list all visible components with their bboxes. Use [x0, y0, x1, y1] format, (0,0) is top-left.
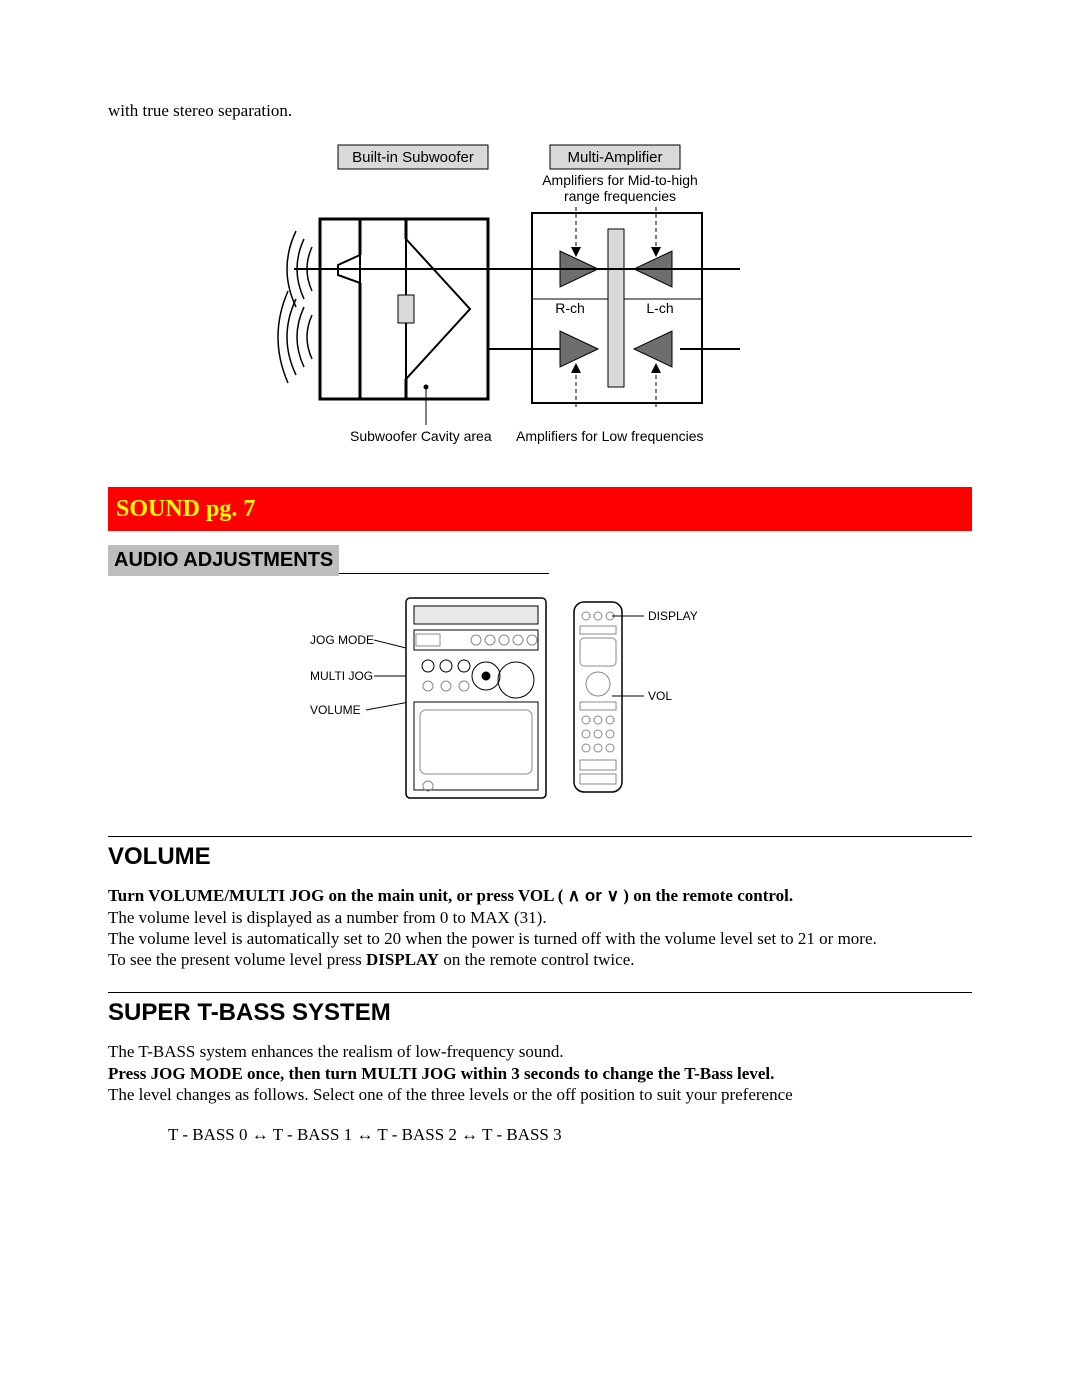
audio-adjustments-diagram: JOG MODE MULTI JOG VOLUME DISPLAY — [108, 584, 972, 814]
rule-volume — [108, 836, 972, 837]
tbass-levels: T - BASS 0 ↔ T - BASS 1 ↔ T - BASS 2 ↔ T… — [168, 1125, 972, 1145]
tb-l1: The T-BASS system enhances the realism o… — [108, 1042, 564, 1061]
tb-l3: The level changes as follows. Select one… — [108, 1085, 793, 1104]
vol-l1sym: ∧ or ∨ — [568, 886, 619, 905]
intro-text: with true stereo separation. — [108, 100, 972, 121]
rule-tbass — [108, 992, 972, 993]
volume-title: VOLUME — [108, 843, 972, 871]
label-built-in-subwoofer: Built-in Subwoofer — [352, 149, 474, 166]
tbass-title: SUPER T-BASS SYSTEM — [108, 999, 972, 1027]
sound-banner: SOUND pg. 7 — [108, 487, 972, 531]
vol-l1b: ) on the remote control. — [619, 886, 793, 905]
label-display: DISPLAY — [648, 609, 698, 623]
label-r-ch: R-ch — [555, 300, 585, 316]
label-l-ch: L-ch — [646, 300, 673, 316]
label-jog-mode: JOG MODE — [310, 633, 374, 647]
vol-l4c: on the remote control twice. — [439, 950, 634, 969]
tb-l2: Press JOG MODE once, then turn MULTI JOG… — [108, 1064, 774, 1083]
vol-l2: The volume level is displayed as a numbe… — [108, 908, 547, 927]
subwoofer-amplifier-diagram: Built-in Subwoofer Multi-Amplifier Ampli… — [108, 139, 972, 459]
label-mid-high-1: Amplifiers for Mid-to-high — [542, 172, 698, 188]
label-low-amp: Amplifiers for Low frequencies — [516, 428, 704, 444]
label-vol: VOL — [648, 689, 672, 703]
vol-l4b: DISPLAY — [366, 950, 439, 969]
label-sub-cavity: Subwoofer Cavity area — [350, 428, 492, 444]
audio-adjustments-heading: AUDIO ADJUSTMENTS — [108, 545, 339, 576]
label-volume: VOLUME — [310, 703, 361, 717]
vol-l4a: To see the present volume level press — [108, 950, 366, 969]
tbass-body: The T-BASS system enhances the realism o… — [108, 1041, 972, 1105]
vol-l1a: Turn VOLUME/MULTI JOG on the main unit, … — [108, 886, 568, 905]
label-multi-amplifier: Multi-Amplifier — [567, 149, 662, 166]
label-multi-jog: MULTI JOG — [310, 669, 373, 683]
label-mid-high-2: range frequencies — [564, 188, 676, 204]
sound-banner-text: SOUND pg. 7 — [116, 496, 255, 523]
vol-l3: The volume level is automatically set to… — [108, 929, 877, 948]
volume-body: Turn VOLUME/MULTI JOG on the main unit, … — [108, 885, 972, 970]
